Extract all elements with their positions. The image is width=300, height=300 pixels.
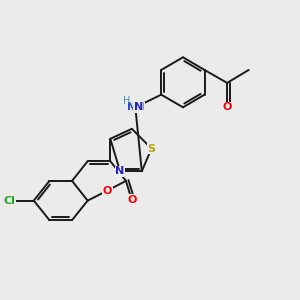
Text: Cl: Cl — [3, 196, 15, 206]
Text: N: N — [134, 102, 143, 112]
Text: O: O — [127, 195, 136, 205]
Text: O: O — [103, 186, 112, 196]
Text: NH: NH — [127, 102, 144, 112]
Text: N: N — [116, 166, 125, 176]
Text: H: H — [123, 96, 131, 106]
Text: S: S — [148, 143, 155, 154]
Text: O: O — [223, 102, 232, 112]
